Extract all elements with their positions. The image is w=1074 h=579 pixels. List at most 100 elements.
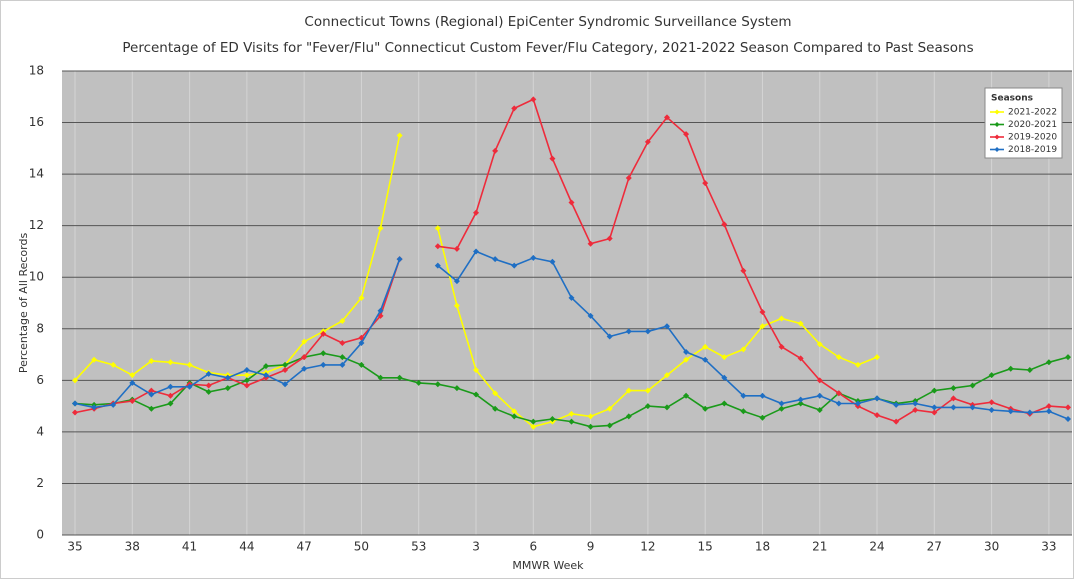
data-point bbox=[797, 320, 804, 327]
x-tick-label: 38 bbox=[125, 540, 140, 554]
y-tick-label: 8 bbox=[36, 321, 44, 335]
y-tick-label: 4 bbox=[36, 424, 44, 438]
data-point bbox=[568, 410, 575, 417]
data-point bbox=[282, 361, 289, 368]
y-tick-label: 6 bbox=[36, 373, 44, 387]
data-point bbox=[1065, 404, 1071, 411]
data-point bbox=[530, 254, 537, 261]
data-point bbox=[606, 405, 613, 412]
data-point bbox=[1045, 408, 1052, 415]
data-point bbox=[243, 382, 250, 389]
legend-label: 2019-2020 bbox=[1008, 133, 1057, 143]
data-point bbox=[1007, 365, 1014, 372]
data-point bbox=[91, 404, 98, 411]
data-point bbox=[625, 328, 632, 335]
data-point bbox=[358, 339, 365, 346]
data-point bbox=[606, 422, 613, 429]
data-point bbox=[835, 390, 842, 397]
data-point bbox=[759, 309, 766, 316]
data-point bbox=[1065, 416, 1071, 422]
legend-marker bbox=[994, 134, 1000, 140]
x-tick-label: 53 bbox=[411, 540, 426, 554]
data-point bbox=[129, 379, 136, 386]
data-point bbox=[912, 400, 919, 407]
legend-title: Seasons bbox=[991, 94, 1033, 104]
data-point bbox=[358, 294, 365, 301]
chart-subtitle: Percentage of ED Visits for "Fever/Flu" … bbox=[122, 40, 973, 56]
data-point bbox=[950, 404, 957, 411]
data-point bbox=[797, 400, 804, 407]
data-point bbox=[530, 423, 537, 430]
data-point bbox=[205, 382, 212, 389]
data-point bbox=[988, 372, 995, 379]
data-point bbox=[224, 385, 231, 392]
y-tick-label: 2 bbox=[36, 476, 44, 490]
data-point bbox=[492, 256, 499, 263]
data-point bbox=[969, 382, 976, 389]
data-point bbox=[1007, 408, 1014, 415]
data-point bbox=[262, 363, 269, 370]
data-point bbox=[148, 387, 155, 394]
legend-label: 2020-2021 bbox=[1008, 120, 1057, 130]
data-point bbox=[816, 377, 823, 384]
data-point bbox=[396, 132, 403, 139]
series-line bbox=[74, 98, 1069, 423]
data-point bbox=[988, 406, 995, 413]
x-tick-label: 30 bbox=[984, 540, 999, 554]
data-point bbox=[129, 372, 136, 379]
data-point bbox=[243, 372, 250, 379]
data-point bbox=[816, 406, 823, 413]
x-tick-label: 50 bbox=[354, 540, 369, 554]
data-point bbox=[473, 391, 480, 398]
data-point bbox=[644, 328, 651, 335]
data-point bbox=[625, 413, 632, 420]
data-point bbox=[473, 209, 480, 216]
data-point bbox=[568, 199, 575, 206]
data-point bbox=[587, 312, 594, 319]
data-point bbox=[988, 399, 995, 406]
y-tick-label: 10 bbox=[29, 270, 44, 284]
x-tick-label: 9 bbox=[587, 540, 595, 554]
x-tick-label: 44 bbox=[239, 540, 254, 554]
data-point bbox=[453, 385, 460, 392]
y-tick-label: 18 bbox=[29, 64, 44, 78]
data-point bbox=[587, 240, 594, 247]
data-point bbox=[835, 400, 842, 407]
x-tick-label: 18 bbox=[755, 540, 770, 554]
data-point bbox=[702, 356, 709, 363]
data-point bbox=[473, 248, 480, 255]
data-point bbox=[1045, 403, 1052, 410]
data-point bbox=[625, 387, 632, 394]
data-point bbox=[377, 374, 384, 381]
x-tick-label: 33 bbox=[1041, 540, 1056, 554]
data-point bbox=[1026, 409, 1033, 416]
data-point bbox=[816, 392, 823, 399]
data-point bbox=[587, 413, 594, 420]
data-point bbox=[110, 361, 117, 368]
y-tick-label: 16 bbox=[29, 115, 44, 129]
data-point bbox=[683, 356, 690, 363]
x-tick-label: 12 bbox=[640, 540, 655, 554]
data-point bbox=[797, 355, 804, 362]
data-point bbox=[396, 374, 403, 381]
data-point bbox=[167, 359, 174, 366]
data-point bbox=[893, 401, 900, 408]
data-point bbox=[205, 370, 212, 377]
data-point bbox=[606, 333, 613, 340]
data-point bbox=[301, 354, 308, 361]
data-point bbox=[663, 404, 670, 411]
data-point bbox=[415, 379, 422, 386]
data-point bbox=[72, 400, 78, 407]
legend-marker bbox=[994, 147, 1000, 152]
legend-marker bbox=[994, 122, 1000, 127]
data-point bbox=[721, 221, 728, 228]
data-point bbox=[167, 392, 174, 399]
data-point bbox=[282, 367, 289, 374]
data-point bbox=[453, 245, 460, 252]
data-point bbox=[243, 367, 250, 374]
data-point bbox=[320, 350, 327, 357]
data-point bbox=[282, 381, 289, 388]
data-point bbox=[224, 374, 231, 381]
y-axis-title: Percentage of All Records bbox=[17, 233, 30, 374]
